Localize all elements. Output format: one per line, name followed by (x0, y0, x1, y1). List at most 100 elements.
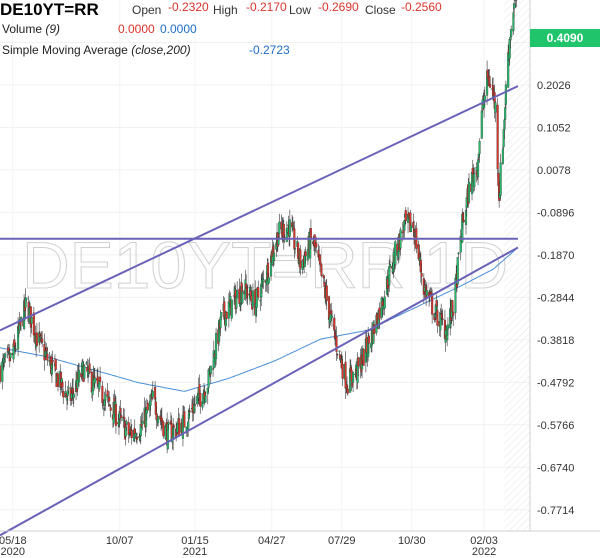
x-tick-label: 10/30 (398, 535, 426, 547)
candle-body (489, 84, 492, 88)
candle-body (13, 339, 16, 347)
candle-body (9, 353, 12, 359)
candle-body (93, 377, 96, 384)
candle-body (183, 411, 186, 428)
candle-body (207, 369, 210, 388)
sma-value: -0.2723 (249, 43, 290, 57)
trendline (0, 246, 519, 537)
candle-body (504, 84, 507, 105)
watermark: DE10YT=RR 1D (22, 228, 508, 302)
candle-body (373, 324, 376, 335)
candle-body (106, 390, 109, 397)
candle-body (187, 421, 190, 429)
candle-body (215, 333, 218, 359)
candle-body (333, 317, 336, 331)
candle-body (130, 430, 133, 439)
candle-body (167, 422, 170, 425)
candles (0, 0, 518, 454)
candle-body (346, 388, 349, 394)
candle-body (4, 353, 7, 358)
trendline (0, 85, 519, 332)
candle-body (0, 365, 2, 382)
candle-body (330, 315, 334, 318)
candle-body (251, 290, 255, 308)
candle-body (464, 210, 468, 226)
candle-body (480, 110, 483, 139)
sma-line (0, 247, 518, 392)
candle-body (172, 425, 175, 428)
candle-body (367, 335, 370, 344)
x-tick-label: 10/07 (106, 535, 134, 547)
candle-body (51, 360, 54, 362)
candle-body (277, 237, 280, 245)
y-tick-label: 0.0078 (537, 165, 571, 177)
candle-body (219, 316, 222, 328)
candle-body (262, 279, 265, 282)
y-tick-label: -0.5766 (537, 420, 574, 432)
candle-body (420, 273, 423, 277)
candle-body (246, 293, 249, 296)
y-tick-label: -0.1870 (537, 250, 574, 262)
candle-body (462, 219, 465, 223)
candle-body (54, 358, 57, 370)
volume-label: Volume (9) (2, 22, 61, 36)
candle-body (267, 277, 270, 284)
candle-body (141, 421, 144, 425)
candle-body (378, 307, 381, 320)
candle-body (341, 363, 344, 379)
y-tick-label: -0.0896 (537, 207, 574, 219)
candle-body (501, 148, 504, 164)
candle-body (50, 364, 53, 375)
candle-body (154, 387, 157, 400)
candle-body (149, 400, 152, 406)
candle-body (362, 349, 365, 366)
close-value: -0.2560 (401, 0, 442, 14)
candle-body (299, 249, 302, 269)
candle-body (388, 264, 392, 268)
candle-body (335, 336, 338, 352)
candle-body (320, 264, 323, 276)
candle-body (123, 417, 126, 420)
candle-body (294, 248, 297, 250)
x-tick-label: 02/03 (470, 535, 498, 547)
last-price-tag: 0.4090 (530, 29, 600, 47)
candle-body (478, 141, 481, 154)
open-value: -0.2320 (168, 0, 209, 14)
candle-body (436, 310, 439, 326)
candle-body (135, 437, 139, 440)
future-space (504, 0, 530, 531)
y-tick-label: 0.1052 (537, 122, 571, 134)
volume-value-1: 0.0000 (118, 22, 155, 36)
trendlines (0, 85, 519, 537)
candle-body (128, 434, 131, 437)
x-tick-label: 01/15 (181, 535, 209, 547)
candle-body (431, 293, 434, 315)
candle-body (309, 228, 312, 240)
candle-body (35, 332, 38, 346)
candle-body (352, 372, 355, 383)
candle-body (457, 252, 460, 255)
candle-body (199, 393, 202, 407)
y-tick-label: 0.2026 (537, 80, 571, 92)
grid (0, 0, 530, 531)
candle-body (212, 368, 215, 370)
candle-body (62, 391, 65, 398)
open-label: Open (132, 3, 162, 17)
candle-body (496, 104, 499, 169)
candle-body (439, 313, 442, 331)
candle-body (357, 357, 360, 367)
sma-label: Simple Moving Average (close,200) (2, 43, 191, 57)
candle-body (178, 418, 181, 436)
high-value: -0.2170 (246, 0, 287, 14)
candle-body (388, 266, 391, 286)
symbol-title: DE10YT=RR (0, 0, 99, 19)
candle-body (513, 3, 516, 9)
candle-body (477, 159, 480, 178)
candle-body (410, 224, 413, 232)
candle-body (151, 391, 154, 398)
candle-body (101, 385, 104, 404)
candle-body (220, 311, 223, 317)
candle-body (30, 316, 33, 324)
